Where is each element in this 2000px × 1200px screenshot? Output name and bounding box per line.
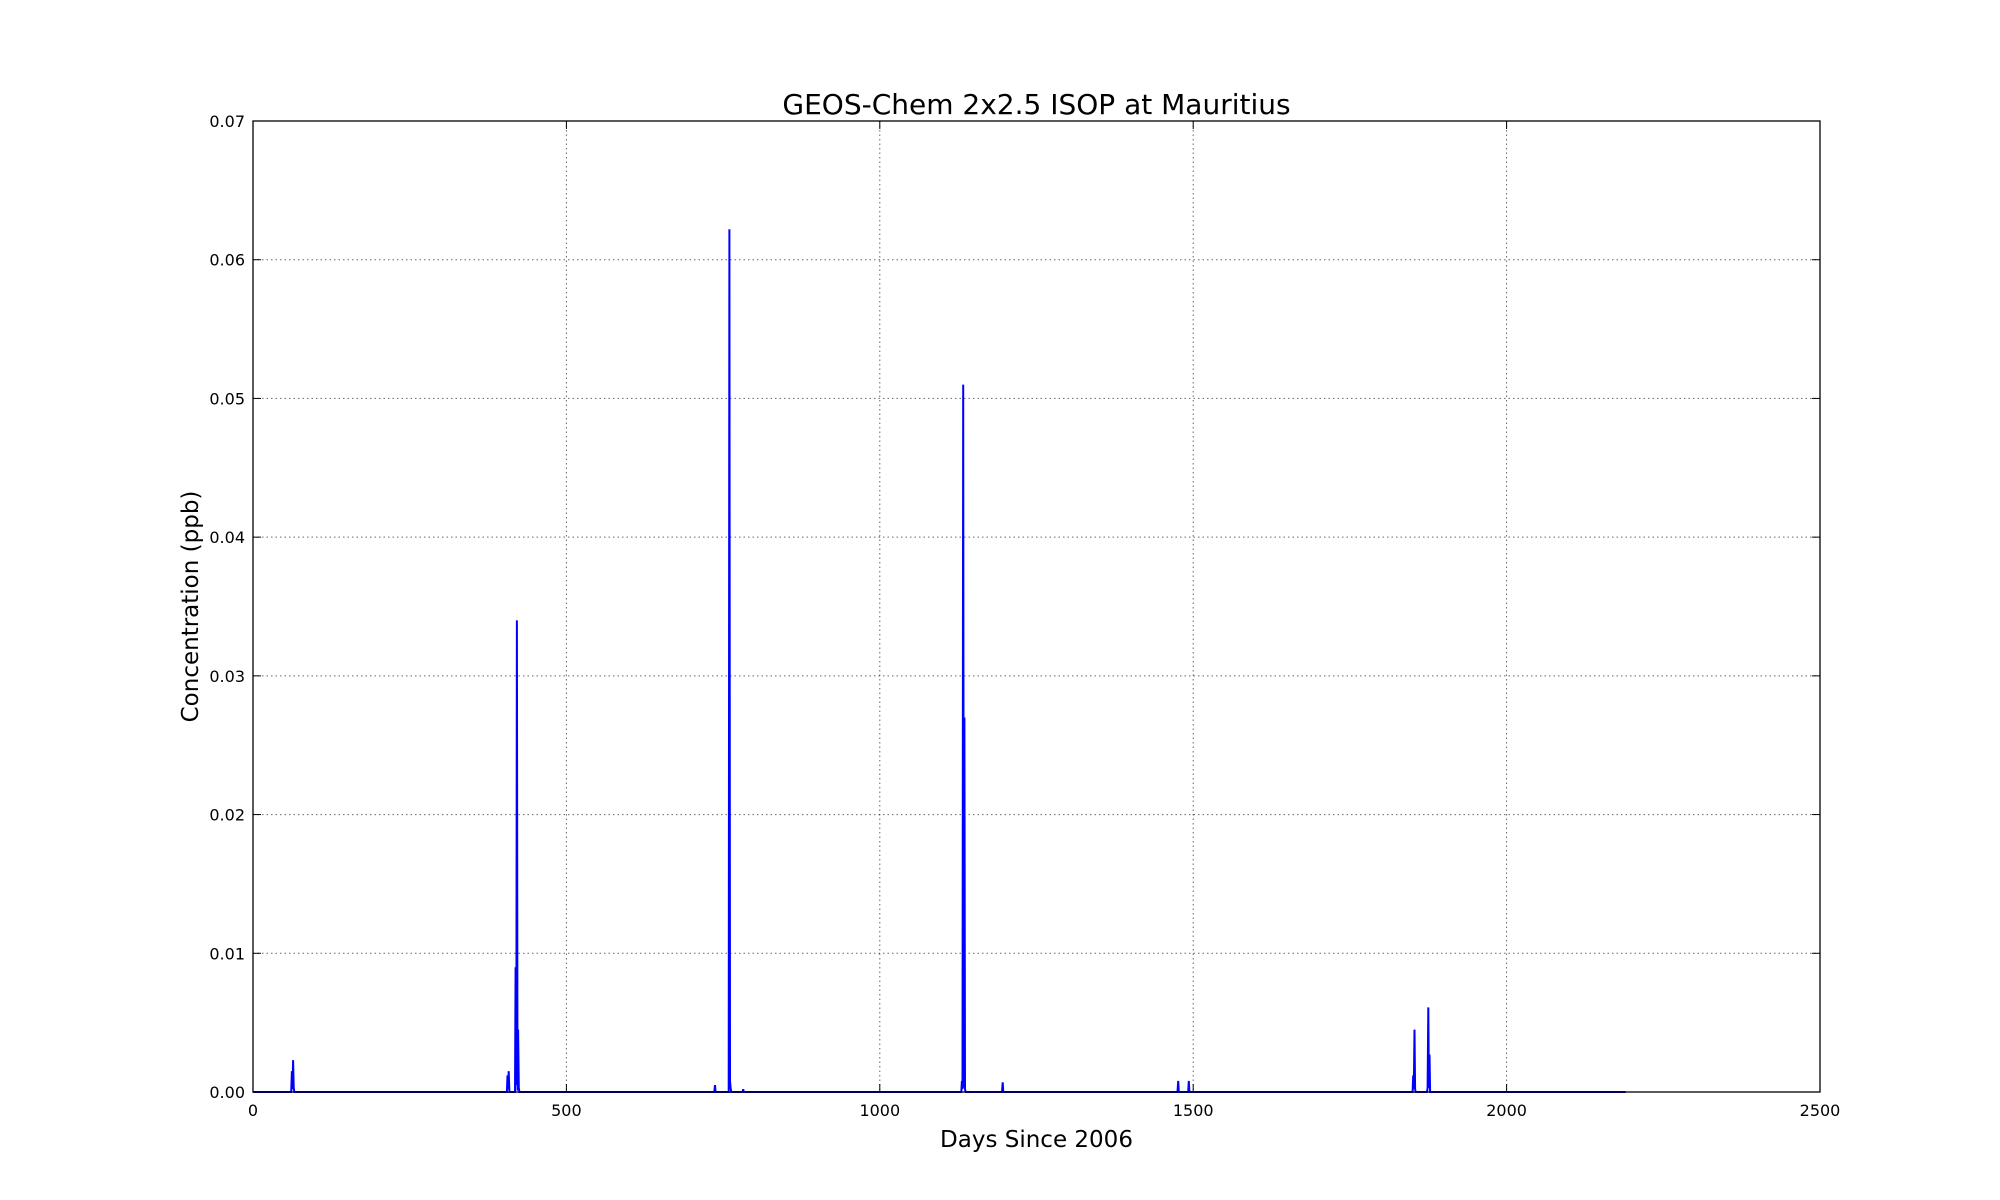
y-tick-label: 0.01	[209, 944, 245, 963]
x-tick-label: 2000	[1486, 1101, 1527, 1120]
y-tick-label: 0.02	[209, 806, 245, 825]
x-axis-label: Days Since 2006	[940, 1127, 1133, 1153]
tick-marks	[252, 120, 1821, 1093]
y-tick-label: 0.07	[209, 112, 245, 131]
y-tick-label: 0.06	[209, 251, 245, 270]
y-tick-labels: 0.00 0.01 0.02 0.03 0.04 0.05 0.06 0.07	[209, 112, 245, 1102]
series-layer	[253, 229, 1626, 1093]
x-tick-label: 2500	[1800, 1101, 1841, 1120]
x-tick-labels: 0 500 1000 1500 2000 2500	[248, 1101, 1840, 1120]
x-tick-label: 0	[248, 1101, 258, 1120]
chart-title: GEOS-Chem 2x2.5 ISOP at Mauritius	[782, 88, 1290, 121]
y-tick-label: 0.03	[209, 667, 245, 686]
y-axis-label: Concentration (ppb)	[178, 491, 204, 723]
y-tick-label: 0.04	[209, 528, 245, 547]
x-tick-label: 1000	[859, 1101, 900, 1120]
grid-lines	[253, 121, 1820, 1092]
x-tick-label: 500	[551, 1101, 582, 1120]
y-tick-label: 0.05	[209, 389, 245, 408]
x-tick-label: 1500	[1173, 1101, 1214, 1120]
y-tick-label: 0.00	[209, 1083, 245, 1102]
series-line	[253, 229, 1626, 1093]
axes-frame	[252, 120, 1821, 1093]
